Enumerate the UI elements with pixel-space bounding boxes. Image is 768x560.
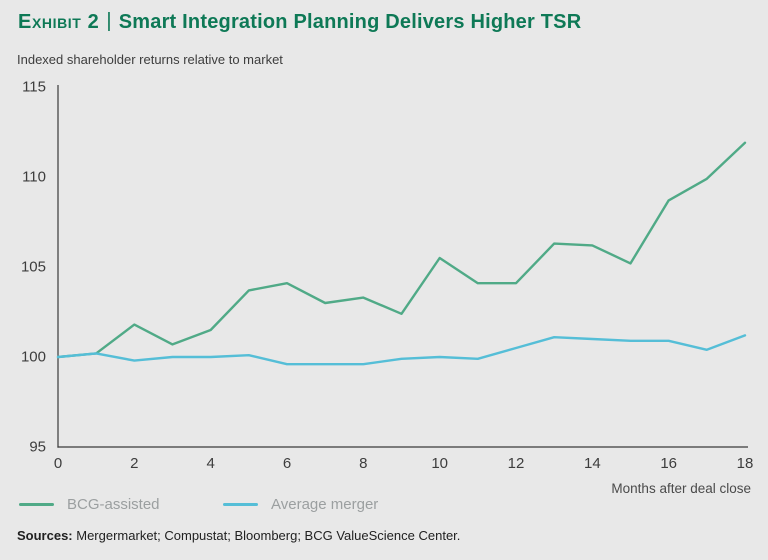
x-tick-label: 16 — [660, 455, 677, 472]
x-tick-label: 8 — [359, 455, 367, 472]
title-separator: | — [106, 10, 112, 32]
series-line-average-merger — [56, 334, 747, 366]
x-tick-label: 18 — [737, 455, 754, 472]
x-axis-label: Months after deal close — [611, 481, 751, 496]
x-tick-label: 10 — [431, 455, 448, 472]
x-tick-label: 12 — [508, 455, 525, 472]
legend-item-average-merger: Average merger — [223, 495, 378, 513]
y-tick-label: 100 — [21, 349, 46, 366]
chart-subtitle: Indexed shareholder returns relative to … — [17, 52, 283, 67]
x-tick-label: 4 — [206, 455, 214, 472]
legend-label-average-merger: Average merger — [271, 495, 379, 513]
exhibit-number-label: Exhibit 2 — [18, 11, 100, 33]
bcg-assisted-line-swatch — [19, 502, 54, 506]
x-tick-label: 6 — [283, 455, 291, 472]
average-merger-line-swatch — [223, 502, 258, 506]
legend-label-bcg-assisted: BCG-assisted — [67, 495, 160, 513]
sources-label: Sources: — [17, 528, 73, 543]
x-tick-label: 2 — [130, 455, 138, 472]
x-tick-label: 0 — [54, 455, 62, 472]
title-text: Smart Integration Planning Delivers High… — [118, 11, 582, 33]
legend-item-bcg-assisted: BCG-assisted — [19, 495, 160, 513]
y-tick-label: 105 — [21, 259, 46, 276]
page-title: Exhibit 2 | Smart Integration Planning Del… — [18, 10, 582, 34]
x-tick-label: 14 — [584, 455, 601, 472]
y-tick-label: 110 — [22, 169, 46, 186]
sources-note: Sources: Mergermarket; Compustat; Bloomb… — [17, 528, 460, 543]
sources-text: Mergermarket; Compustat; Bloomberg; BCG … — [72, 528, 461, 543]
series-line-bcg-assisted — [56, 141, 747, 359]
y-tick-label: 95 — [29, 439, 46, 456]
y-tick-label: 115 — [22, 79, 46, 96]
